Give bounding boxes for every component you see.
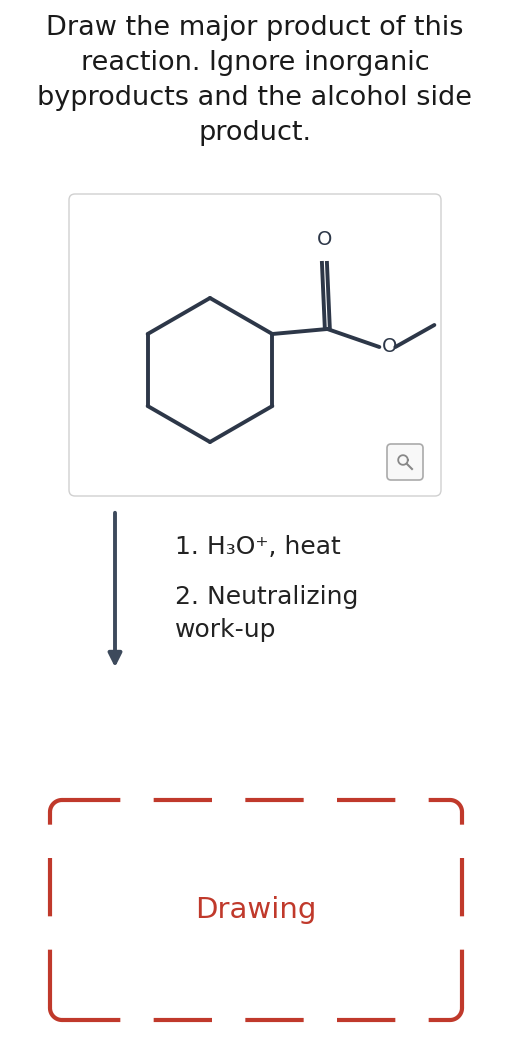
FancyBboxPatch shape: [386, 444, 422, 480]
Text: O: O: [382, 337, 397, 356]
Text: O: O: [316, 230, 331, 249]
Text: 1. H₃O⁺, heat: 1. H₃O⁺, heat: [175, 535, 340, 559]
FancyBboxPatch shape: [69, 194, 440, 496]
Text: Drawing: Drawing: [195, 896, 316, 924]
Text: 2. Neutralizing
work-up: 2. Neutralizing work-up: [175, 585, 358, 643]
Text: Draw the major product of this
reaction. Ignore inorganic
byproducts and the alc: Draw the major product of this reaction.…: [38, 15, 471, 146]
